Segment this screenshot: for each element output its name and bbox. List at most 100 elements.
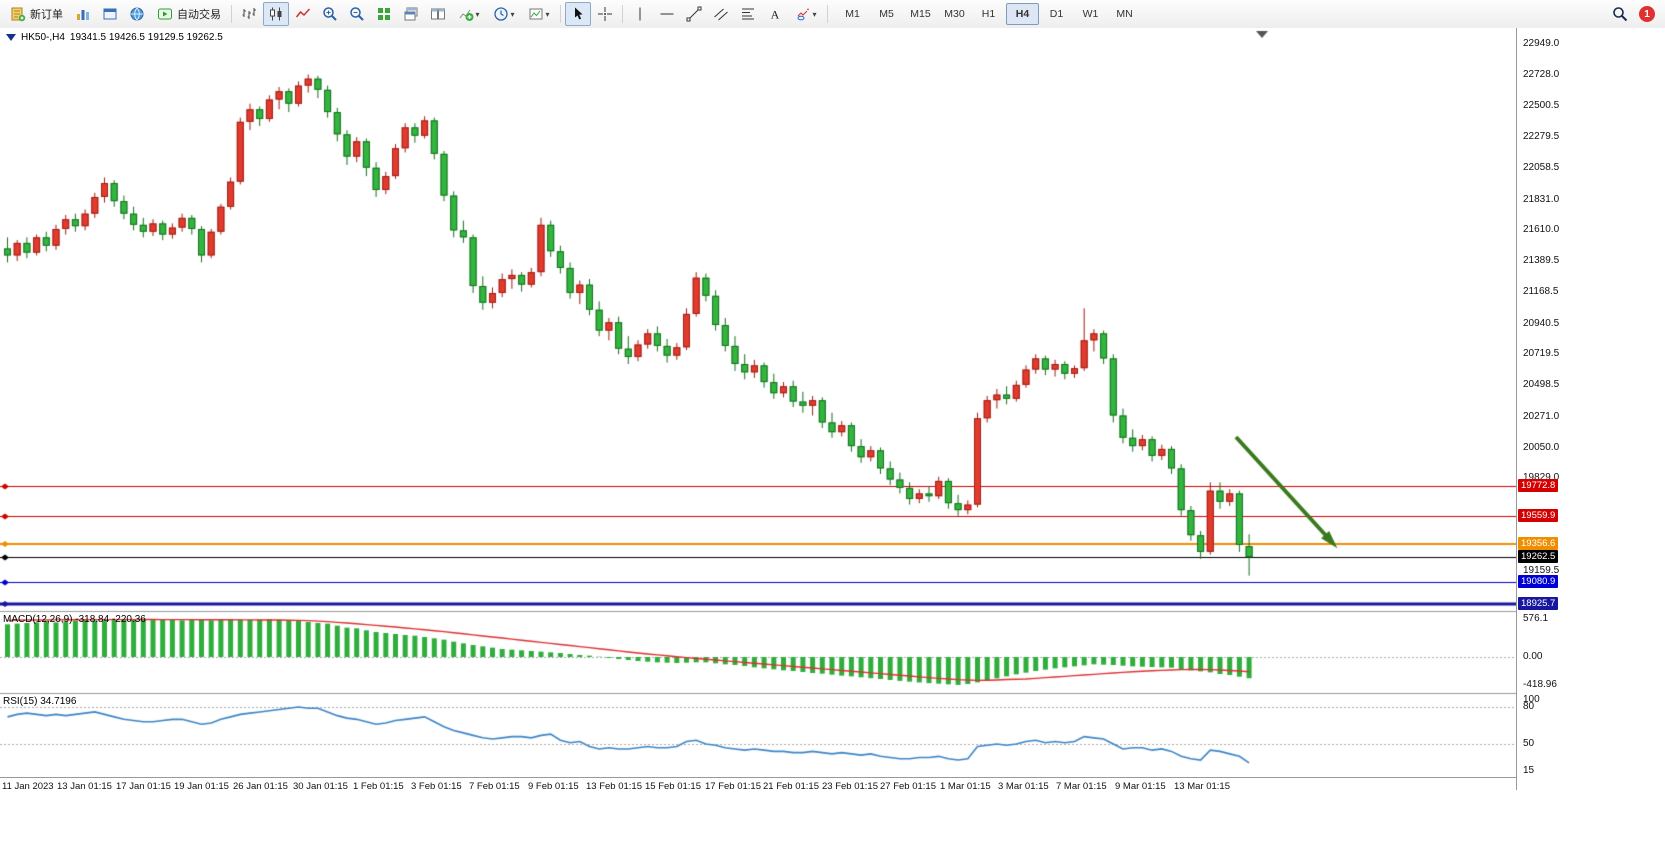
search-icon <box>1612 6 1628 22</box>
tf-button-M5[interactable]: M5 <box>879 8 894 20</box>
chevron-down-icon: ▾ <box>475 9 480 19</box>
candlestick-mode-button[interactable] <box>263 2 289 26</box>
add-indicator-button[interactable]: ▾ <box>452 2 486 26</box>
price-level-badge[interactable]: 19080.9 <box>1518 575 1559 589</box>
price-tick: 22949.0 <box>1523 38 1560 49</box>
tile-windows-icon <box>376 6 392 22</box>
rsi-tick: 15 <box>1523 765 1535 776</box>
auto-trading-button[interactable]: 自动交易 <box>151 2 227 26</box>
tf-button-M15[interactable]: M15 <box>910 8 931 20</box>
time-axis[interactable]: 11 Jan 2023 13 Jan 01:15 17 Jan 01:15 19 Ja… <box>0 777 1516 798</box>
macd-tick: 576.1 <box>1523 612 1549 624</box>
time-label: 26 Jan 01:15 <box>233 781 288 792</box>
macd-tick: -418.96 <box>1523 678 1557 690</box>
rsi-tick: 50 <box>1523 737 1535 749</box>
time-label: 7 Feb 01:15 <box>469 781 520 792</box>
auto-trading-label: 自动交易 <box>177 9 221 21</box>
bar-chart-icon <box>241 6 257 22</box>
crosshair-tool-button[interactable] <box>592 2 618 26</box>
chart-region: HK50-,H4 19341.5 19426.5 19129.5 19262.5… <box>0 28 1516 777</box>
time-label: 13 Feb 01:15 <box>586 781 642 792</box>
time-label: 13 Mar 01:15 <box>1174 781 1230 792</box>
tf-button-M1[interactable]: M1 <box>845 8 860 20</box>
navigator-button[interactable] <box>124 2 150 26</box>
text-icon: A <box>767 6 783 22</box>
price-tick: 20050.0 <box>1523 441 1560 453</box>
new-order-button[interactable]: 新订单 <box>4 2 69 26</box>
template-button[interactable]: ▾ <box>522 2 556 26</box>
price-tick: 20271.0 <box>1523 410 1560 422</box>
price-tick: 19829.0 <box>1523 472 1560 484</box>
period-button[interactable]: ▾ <box>487 2 521 26</box>
new-order-label: 新订单 <box>30 9 63 21</box>
arrange-windows-icon <box>430 6 446 22</box>
time-label: 17 Jan 01:15 <box>116 781 171 792</box>
price-tick: 19159.5 <box>1523 565 1560 577</box>
cascade-windows-button[interactable] <box>398 2 424 26</box>
tf-button-H4[interactable]: H4 <box>1006 3 1039 25</box>
chart-title: HK50-,H4 19341.5 19426.5 19129.5 19262.5 <box>6 32 223 43</box>
line-chart-mode-button[interactable] <box>290 2 316 26</box>
fibonacci-icon <box>740 6 756 22</box>
zoom-out-button[interactable] <box>344 2 370 26</box>
data-window-button[interactable] <box>97 2 123 26</box>
price-tick: 22058.5 <box>1523 161 1560 173</box>
crosshair-icon <box>597 6 613 22</box>
chart-canvas[interactable] <box>0 28 1516 777</box>
line-chart-icon <box>295 6 311 22</box>
chevron-down-icon: ▾ <box>545 9 550 19</box>
price-level-badge[interactable]: 18925.7 <box>1518 596 1559 610</box>
channel-tool-button[interactable] <box>708 2 734 26</box>
price-tick: 20498.5 <box>1523 379 1560 391</box>
price-level-badge[interactable]: 19772.8 <box>1518 479 1559 493</box>
notification-badge[interactable]: 1 <box>1639 6 1655 22</box>
trendline-tool-button[interactable] <box>681 2 707 26</box>
tf-button-H1[interactable]: H1 <box>981 8 996 20</box>
price-level-badge[interactable]: 19262.5 <box>1518 550 1559 564</box>
search-button[interactable] <box>1607 2 1633 26</box>
tf-button-D1[interactable]: D1 <box>1049 8 1064 20</box>
price-axis[interactable]: 22949.0 22728.0 22500.5 22279.5 22058.5 21831… <box>1516 28 1665 790</box>
shapes-tool-button[interactable]: ▾ <box>789 2 823 26</box>
tf-button-M30[interactable]: M30 <box>944 8 965 20</box>
arrange-windows-button[interactable] <box>425 2 451 26</box>
tile-windows-button[interactable] <box>371 2 397 26</box>
toolbar-separator <box>827 5 828 23</box>
toolbar-separator <box>622 5 623 23</box>
zoom-in-button[interactable] <box>317 2 343 26</box>
auto-trading-icon <box>157 6 173 22</box>
price-level-badge[interactable]: 19356.6 <box>1518 537 1559 551</box>
time-label: 15 Feb 01:15 <box>645 781 701 792</box>
top-toolbar: 新订单 自动交易 <box>0 0 1665 29</box>
tf-button-W1[interactable]: W1 <box>1082 8 1099 20</box>
price-tick: 22728.0 <box>1523 68 1560 80</box>
time-label: 13 Jan 01:15 <box>57 781 112 792</box>
tf-button-MN[interactable]: MN <box>1116 8 1133 20</box>
toolbar-separator <box>560 5 561 23</box>
vertical-line-icon <box>632 6 648 22</box>
time-label: 3 Mar 01:15 <box>998 781 1049 792</box>
fibonacci-tool-button[interactable] <box>735 2 761 26</box>
text-tool-button[interactable]: A <box>762 2 788 26</box>
price-tick: 20719.5 <box>1523 348 1560 360</box>
one-click-trading-toggle-icon[interactable] <box>6 34 16 41</box>
macd-indicator-label: MACD(12,26,9) -318.84 -220.36 <box>3 614 146 625</box>
trendline-icon <box>686 6 702 22</box>
price-level-badge[interactable]: 19559.9 <box>1518 508 1559 522</box>
cursor-tool-button[interactable] <box>565 2 591 26</box>
chevron-down-icon: ▾ <box>812 9 817 19</box>
macd-tick: 0.00 <box>1523 651 1543 662</box>
price-tick: 21389.5 <box>1523 255 1560 267</box>
bar-chart-mode-button[interactable] <box>236 2 262 26</box>
time-label: 27 Feb 01:15 <box>880 781 936 792</box>
chevron-down-icon: ▾ <box>510 9 515 19</box>
time-label: 3 Feb 01:15 <box>411 781 462 792</box>
market-watch-button[interactable] <box>70 2 96 26</box>
vertical-line-tool-button[interactable] <box>627 2 653 26</box>
horizontal-line-tool-button[interactable] <box>654 2 680 26</box>
zoom-out-icon <box>349 6 365 22</box>
time-label: 17 Feb 01:15 <box>705 781 761 792</box>
rsi-tick: 100 <box>1523 694 1540 705</box>
price-tick: 22500.5 <box>1523 100 1560 112</box>
market-watch-icon <box>75 6 91 22</box>
